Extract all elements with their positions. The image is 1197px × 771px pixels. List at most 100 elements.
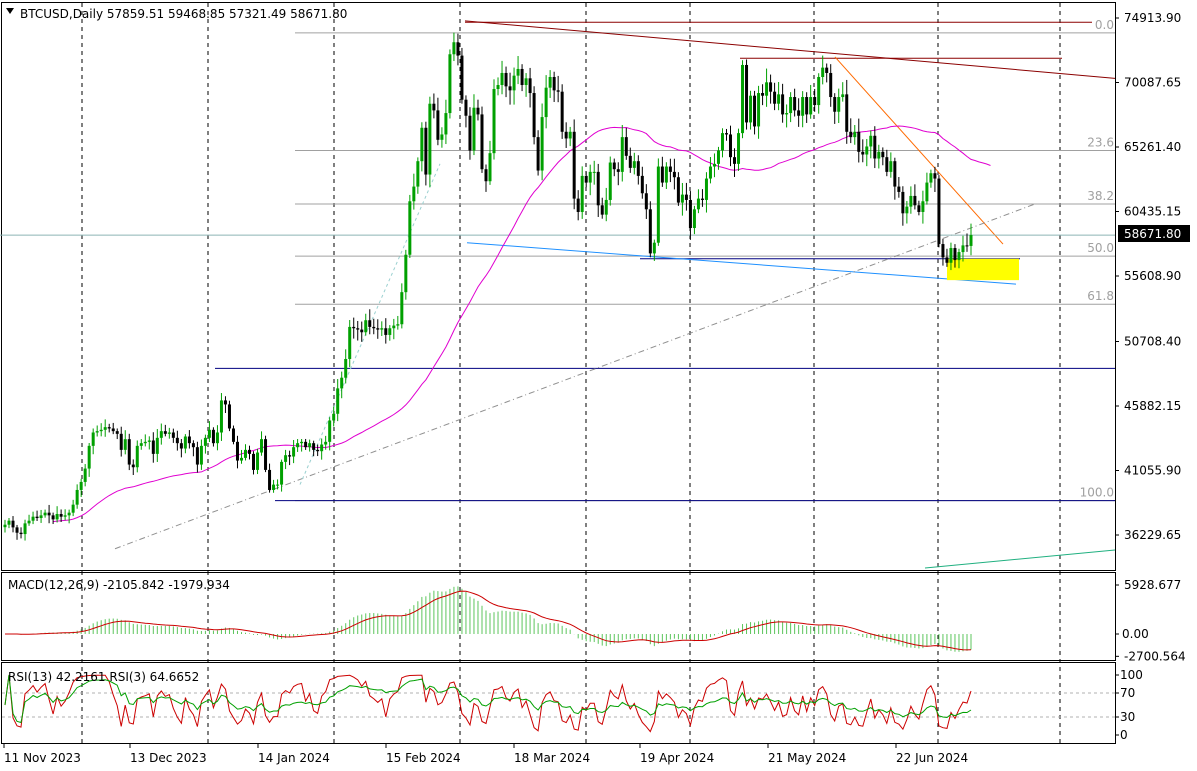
candle-body bbox=[781, 94, 785, 115]
candle-body bbox=[508, 86, 512, 91]
candle-body bbox=[239, 457, 243, 461]
candle-body bbox=[881, 151, 885, 158]
candle-body bbox=[356, 328, 360, 330]
candle-body bbox=[203, 437, 207, 446]
candle-body bbox=[656, 166, 660, 243]
price-panel[interactable] bbox=[1, 2, 1116, 571]
candle-body bbox=[620, 137, 624, 172]
candle-body bbox=[424, 127, 428, 175]
candle-body bbox=[328, 420, 332, 442]
candle-body bbox=[696, 198, 700, 210]
candle-body bbox=[372, 326, 376, 329]
candle-body bbox=[664, 166, 668, 183]
candle-body bbox=[460, 55, 464, 100]
price-tick-label: 45882.15 bbox=[1124, 399, 1181, 413]
candle-body bbox=[151, 440, 155, 454]
price-tick-label: 50708.40 bbox=[1124, 334, 1181, 348]
candle-body bbox=[280, 461, 284, 485]
candle-body bbox=[284, 455, 288, 462]
macd-indicator bbox=[5, 586, 972, 652]
candle-body bbox=[324, 441, 328, 445]
candle-body bbox=[264, 439, 268, 470]
candle-body bbox=[540, 117, 544, 171]
candle-body bbox=[957, 252, 961, 261]
candle-body bbox=[15, 527, 19, 533]
time-tick-label: 11 Nov 2023 bbox=[4, 751, 81, 765]
candle-body bbox=[51, 515, 55, 520]
candle-body bbox=[925, 182, 929, 202]
candle-body bbox=[292, 447, 296, 457]
candle-body bbox=[380, 328, 384, 330]
candle-body bbox=[837, 97, 841, 112]
collapse-triangle-icon[interactable] bbox=[6, 8, 14, 14]
candle-body bbox=[720, 133, 724, 151]
candle-body bbox=[71, 504, 75, 513]
candle-body bbox=[692, 209, 696, 229]
candle-body bbox=[252, 453, 256, 470]
candle-body bbox=[965, 245, 969, 247]
time-tick-label: 18 Mar 2024 bbox=[514, 751, 590, 765]
candle-body bbox=[103, 427, 107, 430]
price-tick-label: 60435.15 bbox=[1124, 205, 1181, 219]
candle-body bbox=[63, 515, 67, 517]
candle-body bbox=[813, 97, 817, 106]
candle-body bbox=[532, 93, 536, 138]
candle-body bbox=[737, 133, 741, 164]
candle-body bbox=[392, 325, 396, 329]
candle-body bbox=[648, 209, 652, 254]
trendlines[interactable] bbox=[0, 20, 1116, 569]
macd-title: MACD(12,26,9) -2105.842 -1979.934 bbox=[8, 578, 230, 592]
candle-body bbox=[688, 199, 692, 229]
candle-body bbox=[660, 166, 664, 183]
candle-body bbox=[684, 194, 688, 200]
candle-body bbox=[260, 439, 264, 453]
candle-body bbox=[700, 198, 704, 200]
candle-body bbox=[592, 171, 596, 173]
fib-label-5: 100.0 bbox=[1080, 486, 1114, 500]
candle-body bbox=[789, 97, 793, 114]
candle-body bbox=[636, 161, 640, 176]
candle-body bbox=[612, 162, 616, 170]
candle-body bbox=[412, 186, 416, 202]
candle-body bbox=[336, 388, 340, 414]
candle-body bbox=[600, 205, 604, 215]
candle-body bbox=[548, 76, 552, 88]
candle-body bbox=[809, 97, 813, 115]
rsi-panel[interactable] bbox=[1, 662, 1116, 744]
candle-body bbox=[568, 131, 572, 139]
price-axis[interactable]: 74913.90 70087.65 65261.40 60435.15 55608.90… bbox=[1115, 11, 1186, 742]
candle-body bbox=[11, 520, 15, 528]
candle-body bbox=[448, 54, 452, 114]
candle-body bbox=[909, 195, 913, 207]
macd-panel[interactable] bbox=[1, 572, 1116, 661]
candle-body bbox=[761, 93, 765, 96]
candle-body bbox=[440, 134, 444, 140]
candle-body bbox=[680, 194, 684, 203]
candle-body bbox=[745, 64, 749, 123]
time-tick-label: 22 Jun 2024 bbox=[896, 751, 968, 765]
rsi-tick-label: 0 bbox=[1120, 728, 1128, 742]
candle-body bbox=[729, 134, 733, 158]
candle-body bbox=[199, 445, 203, 465]
candle-body bbox=[632, 161, 636, 168]
candle-body bbox=[644, 193, 648, 210]
candle-body bbox=[364, 320, 368, 333]
candles bbox=[3, 32, 973, 541]
candle-body bbox=[135, 445, 139, 468]
candle-body bbox=[893, 161, 897, 187]
candle-body bbox=[652, 242, 656, 254]
macd-tick-label: -2700.564 bbox=[1124, 649, 1186, 663]
time-axis[interactable]: 11 Nov 2023 13 Dec 2023 14 Jan 2024 15 Feb … bbox=[3, 743, 968, 765]
candle-body bbox=[308, 443, 312, 448]
candle-body bbox=[724, 133, 728, 135]
candle-body bbox=[195, 447, 199, 465]
candle-body bbox=[243, 449, 247, 458]
fib-label-2: 38.2 bbox=[1087, 189, 1114, 203]
candle-body bbox=[749, 95, 753, 123]
rsi13-line bbox=[4, 674, 972, 724]
candle-body bbox=[668, 166, 672, 172]
candle-body bbox=[107, 427, 111, 429]
fibonacci-levels: 0.0 23.6 38.2 50.0 61.8 100.0 bbox=[295, 18, 1115, 502]
candle-body bbox=[75, 489, 79, 505]
